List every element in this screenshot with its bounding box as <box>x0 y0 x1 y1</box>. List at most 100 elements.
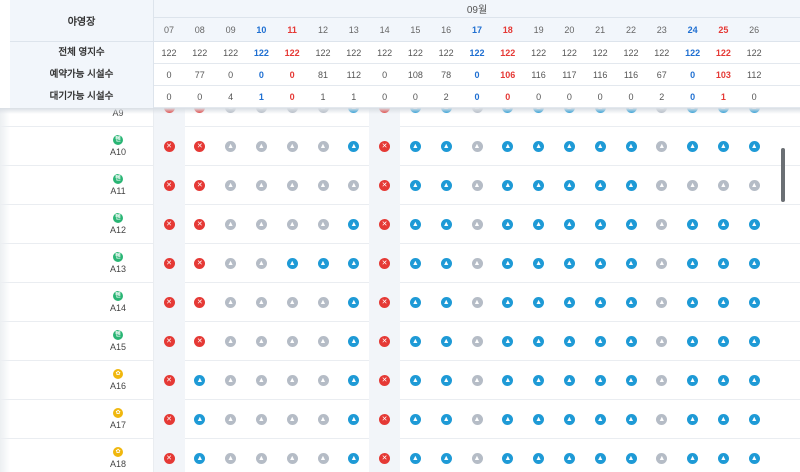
waitlist-icon[interactable]: ▲ <box>225 336 237 347</box>
waitlist-icon[interactable]: ▲ <box>255 297 267 308</box>
available-icon[interactable]: ▲ <box>563 258 575 269</box>
available-icon[interactable]: ▲ <box>502 414 514 425</box>
available-icon[interactable]: ▲ <box>717 297 729 308</box>
available-icon[interactable]: ▲ <box>533 219 545 230</box>
waitlist-icon[interactable]: ▲ <box>471 141 483 152</box>
available-icon[interactable]: ▲ <box>533 258 545 269</box>
available-icon[interactable]: ▲ <box>440 180 452 191</box>
available-icon[interactable]: ▲ <box>409 258 421 269</box>
available-icon[interactable]: ▲ <box>502 375 514 386</box>
available-icon[interactable]: ▲ <box>594 297 606 308</box>
available-icon[interactable]: ▲ <box>440 297 452 308</box>
waitlist-icon[interactable]: ▲ <box>225 141 237 152</box>
waitlist-icon[interactable]: ▲ <box>656 297 668 308</box>
waitlist-icon[interactable]: ▲ <box>656 180 668 191</box>
waitlist-icon[interactable]: ▲ <box>255 219 267 230</box>
waitlist-icon[interactable]: ▲ <box>225 375 237 386</box>
available-icon[interactable]: ▲ <box>563 219 575 230</box>
available-icon[interactable]: ▲ <box>440 336 452 347</box>
available-icon[interactable]: ▲ <box>563 180 575 191</box>
available-icon[interactable]: ▲ <box>594 336 606 347</box>
available-icon[interactable]: ▲ <box>748 258 760 269</box>
waitlist-icon[interactable]: ▲ <box>656 141 668 152</box>
available-icon[interactable]: ▲ <box>687 375 699 386</box>
available-icon[interactable]: ▲ <box>317 258 329 269</box>
available-icon[interactable]: ▲ <box>533 297 545 308</box>
waitlist-icon[interactable]: ▲ <box>748 180 760 191</box>
waitlist-icon[interactable]: ▲ <box>471 258 483 269</box>
available-icon[interactable]: ▲ <box>687 336 699 347</box>
waitlist-icon[interactable]: ▲ <box>225 219 237 230</box>
waitlist-icon[interactable]: ▲ <box>255 336 267 347</box>
waitlist-icon[interactable]: ▲ <box>656 219 668 230</box>
available-icon[interactable]: ▲ <box>348 297 360 308</box>
available-icon[interactable]: ▲ <box>625 414 637 425</box>
waitlist-icon[interactable]: ▲ <box>225 258 237 269</box>
available-icon[interactable]: ▲ <box>563 414 575 425</box>
waitlist-icon[interactable]: ▲ <box>471 336 483 347</box>
available-icon[interactable]: ▲ <box>440 414 452 425</box>
waitlist-icon[interactable]: ▲ <box>286 219 298 230</box>
available-icon[interactable]: ▲ <box>533 336 545 347</box>
available-icon[interactable]: ▲ <box>502 180 514 191</box>
available-icon[interactable]: ▲ <box>440 453 452 464</box>
waitlist-icon[interactable]: ▲ <box>471 414 483 425</box>
available-icon[interactable]: ▲ <box>286 258 298 269</box>
available-icon[interactable]: ▲ <box>502 297 514 308</box>
waitlist-icon[interactable]: ▲ <box>687 180 699 191</box>
waitlist-icon[interactable]: ▲ <box>471 297 483 308</box>
available-icon[interactable]: ▲ <box>533 453 545 464</box>
available-icon[interactable]: ▲ <box>194 453 206 464</box>
available-icon[interactable]: ▲ <box>748 414 760 425</box>
available-icon[interactable]: ▲ <box>594 414 606 425</box>
available-icon[interactable]: ▲ <box>717 219 729 230</box>
available-icon[interactable]: ▲ <box>563 297 575 308</box>
available-icon[interactable]: ▲ <box>625 453 637 464</box>
available-icon[interactable]: ▲ <box>625 375 637 386</box>
site-grid[interactable]: 텐A9✕✕▲▲▲▲▲✕▲▲▲▲▲▲▲▲▲▲▲▲텐A10✕✕▲▲▲▲▲✕▲▲▲▲▲… <box>0 108 800 472</box>
available-icon[interactable]: ▲ <box>594 375 606 386</box>
available-icon[interactable]: ▲ <box>687 414 699 425</box>
available-icon[interactable]: ▲ <box>748 375 760 386</box>
available-icon[interactable]: ▲ <box>717 453 729 464</box>
waitlist-icon[interactable]: ▲ <box>471 219 483 230</box>
available-icon[interactable]: ▲ <box>748 141 760 152</box>
waitlist-icon[interactable]: ▲ <box>656 414 668 425</box>
available-icon[interactable]: ▲ <box>687 453 699 464</box>
available-icon[interactable]: ▲ <box>409 414 421 425</box>
available-icon[interactable]: ▲ <box>409 180 421 191</box>
available-icon[interactable]: ▲ <box>440 141 452 152</box>
waitlist-icon[interactable]: ▲ <box>317 336 329 347</box>
available-icon[interactable]: ▲ <box>194 414 206 425</box>
available-icon[interactable]: ▲ <box>348 453 360 464</box>
available-icon[interactable]: ▲ <box>687 219 699 230</box>
waitlist-icon[interactable]: ▲ <box>255 258 267 269</box>
waitlist-icon[interactable]: ▲ <box>317 141 329 152</box>
available-icon[interactable]: ▲ <box>348 375 360 386</box>
waitlist-icon[interactable]: ▲ <box>255 141 267 152</box>
available-icon[interactable]: ▲ <box>563 375 575 386</box>
waitlist-icon[interactable]: ▲ <box>317 414 329 425</box>
available-icon[interactable]: ▲ <box>440 258 452 269</box>
available-icon[interactable]: ▲ <box>594 258 606 269</box>
available-icon[interactable]: ▲ <box>348 258 360 269</box>
available-icon[interactable]: ▲ <box>533 180 545 191</box>
available-icon[interactable]: ▲ <box>409 453 421 464</box>
available-icon[interactable]: ▲ <box>440 375 452 386</box>
available-icon[interactable]: ▲ <box>348 141 360 152</box>
waitlist-icon[interactable]: ▲ <box>255 414 267 425</box>
waitlist-icon[interactable]: ▲ <box>286 297 298 308</box>
waitlist-icon[interactable]: ▲ <box>317 219 329 230</box>
waitlist-icon[interactable]: ▲ <box>471 453 483 464</box>
waitlist-icon[interactable]: ▲ <box>286 180 298 191</box>
available-icon[interactable]: ▲ <box>563 453 575 464</box>
waitlist-icon[interactable]: ▲ <box>286 414 298 425</box>
waitlist-icon[interactable]: ▲ <box>255 180 267 191</box>
available-icon[interactable]: ▲ <box>717 141 729 152</box>
available-icon[interactable]: ▲ <box>594 180 606 191</box>
waitlist-icon[interactable]: ▲ <box>717 180 729 191</box>
available-icon[interactable]: ▲ <box>748 219 760 230</box>
waitlist-icon[interactable]: ▲ <box>656 375 668 386</box>
available-icon[interactable]: ▲ <box>409 297 421 308</box>
waitlist-icon[interactable]: ▲ <box>255 375 267 386</box>
